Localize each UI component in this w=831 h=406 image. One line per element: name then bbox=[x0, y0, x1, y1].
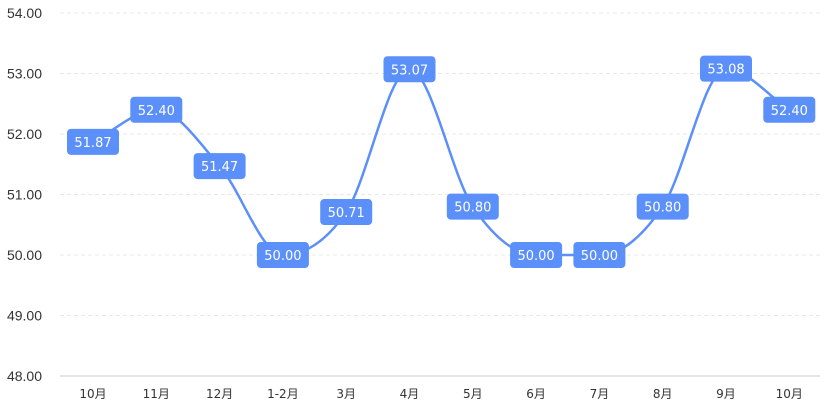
y-tick-label: 51.00 bbox=[7, 187, 42, 203]
x-tick-label: 12月 bbox=[206, 387, 233, 401]
y-tick-label: 49.00 bbox=[7, 308, 42, 324]
data-label-text: 52.40 bbox=[771, 104, 808, 119]
data-label-text: 51.87 bbox=[74, 136, 111, 151]
data-label-text: 50.00 bbox=[581, 249, 618, 264]
data-label-text: 53.08 bbox=[707, 63, 744, 78]
x-tick-label: 7月 bbox=[590, 387, 610, 401]
data-label-box bbox=[636, 193, 689, 220]
x-tick-label: 3月 bbox=[336, 387, 356, 401]
x-tick-label: 5月 bbox=[463, 387, 483, 401]
y-tick-label: 52.00 bbox=[7, 126, 42, 142]
x-tick-label: 4月 bbox=[400, 387, 420, 401]
data-label: 51.87 bbox=[67, 128, 119, 155]
y-tick-label: 53.00 bbox=[7, 66, 42, 82]
data-label: 50.00 bbox=[510, 242, 563, 268]
y-axis: 48.00 49.00 50.00 51.00 52.00 53.00 54.00 bbox=[7, 5, 42, 384]
y-tick-label: 54.00 bbox=[7, 5, 42, 21]
grid-lines bbox=[60, 12, 820, 377]
data-label-box bbox=[763, 96, 816, 123]
data-label: 50.80 bbox=[446, 193, 499, 220]
data-label: 50.00 bbox=[256, 242, 309, 268]
x-tick-label: 6月 bbox=[526, 387, 546, 401]
data-label-box bbox=[193, 153, 246, 180]
data-labels: 51.87 52.40 51.47 50.00 50.71 53.07 50.80 50.00… bbox=[67, 55, 816, 268]
data-label: 53.08 bbox=[700, 55, 752, 82]
data-label: 52.40 bbox=[130, 96, 183, 123]
data-label-text: 50.80 bbox=[644, 201, 681, 216]
x-tick-label: 11月 bbox=[143, 387, 170, 401]
x-tick-label: 1-2月 bbox=[267, 387, 299, 401]
x-tick-label: 8月 bbox=[653, 387, 673, 401]
data-label-box bbox=[446, 193, 499, 220]
data-label-text: 52.40 bbox=[138, 104, 175, 119]
data-label: 50.71 bbox=[320, 199, 373, 226]
data-label: 52.40 bbox=[763, 96, 816, 123]
data-label-box bbox=[67, 128, 119, 155]
data-label-text: 50.71 bbox=[328, 206, 365, 221]
data-label-box bbox=[510, 242, 563, 268]
x-tick-label: 9月 bbox=[716, 387, 736, 401]
data-label-box bbox=[573, 242, 626, 268]
data-label: 53.07 bbox=[383, 56, 436, 83]
data-label: 51.47 bbox=[193, 153, 246, 180]
data-label-box bbox=[700, 55, 752, 82]
data-label: 50.00 bbox=[573, 242, 626, 268]
data-label: 50.80 bbox=[636, 193, 689, 220]
x-axis: 10月 11月 12月 1-2月 3月 4月 5月 6月 7月 8月 9月 10月 bbox=[79, 387, 803, 401]
data-label-box bbox=[383, 56, 436, 83]
data-label-text: 50.80 bbox=[454, 201, 491, 216]
data-label-text: 50.00 bbox=[517, 249, 554, 264]
data-label-box bbox=[320, 199, 373, 226]
x-tick-label: 10月 bbox=[776, 387, 803, 401]
y-tick-label: 48.00 bbox=[7, 368, 42, 384]
data-label-box bbox=[256, 242, 309, 268]
data-label-box bbox=[130, 96, 183, 123]
x-tick-label: 10月 bbox=[79, 387, 106, 401]
data-label-text: 50.00 bbox=[264, 249, 301, 264]
data-label-text: 53.07 bbox=[391, 63, 428, 78]
y-tick-label: 50.00 bbox=[7, 247, 42, 263]
data-label-text: 51.47 bbox=[201, 160, 238, 175]
